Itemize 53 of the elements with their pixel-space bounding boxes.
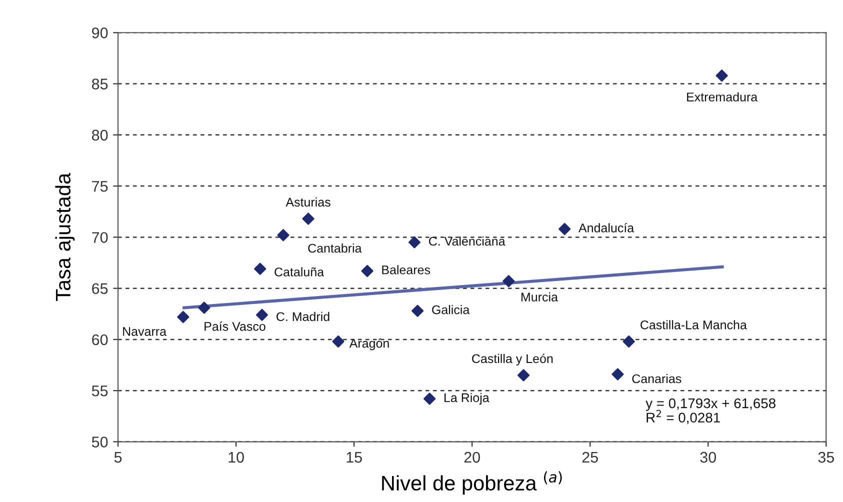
- x-tick-label: 25: [582, 452, 598, 463]
- x-tick-label: 15: [346, 452, 362, 463]
- annotation: Cataluña: [274, 267, 324, 276]
- point: [361, 264, 374, 278]
- y-tick-label: 65: [92, 283, 108, 294]
- annotation: Castilla y León: [472, 354, 553, 366]
- y-tick-label: 75: [92, 181, 108, 192]
- point: [408, 236, 421, 248]
- annotation: Galicia: [432, 305, 470, 314]
- point: [277, 229, 290, 242]
- x-tick-label: 35: [818, 452, 834, 463]
- point: [716, 70, 728, 82]
- y-tick-label: 60: [92, 334, 108, 346]
- x-tick-label: 20: [464, 452, 480, 463]
- point: [332, 335, 344, 348]
- point: [424, 392, 436, 405]
- y-tick-label: 55: [92, 386, 108, 396]
- y-tick-label: 90: [92, 28, 108, 38]
- y-tick-label: 80: [92, 130, 108, 141]
- point: [198, 302, 210, 314]
- annotation: Asturias: [286, 197, 330, 207]
- point: [256, 308, 268, 322]
- point: [517, 369, 530, 382]
- point: [177, 310, 190, 324]
- annotation: Baleares: [382, 265, 430, 274]
- annotation: Murcia: [521, 292, 558, 302]
- y-tick-label: 50: [92, 436, 108, 448]
- point: [302, 212, 314, 225]
- x-tick-label: 10: [228, 452, 244, 463]
- annotation: País Vasco: [204, 322, 266, 331]
- point: [411, 304, 424, 317]
- x-tick-label: 5: [114, 452, 122, 463]
- annotation: C. Valenciana: [429, 236, 506, 246]
- annotation: Canarias: [632, 374, 682, 384]
- y-axis-title: Tasa ajustada: [55, 172, 75, 301]
- annotation: Andalucía: [578, 223, 634, 232]
- y-tick-label: 70: [92, 232, 108, 243]
- point: [622, 335, 635, 348]
- x-axis-title: Nivel de pobreza $^{(a)}$: [382, 471, 562, 495]
- annotation: C. Madrid: [276, 312, 330, 322]
- y-tick-label: 85: [92, 78, 108, 90]
- annotation: La Rioja: [444, 392, 490, 405]
- annotation: Castilla-La Mancha: [640, 320, 747, 330]
- annotation: Cantabria: [308, 243, 362, 253]
- annotation: y = 0,1793x + 61,658 R$^{2}$ = 0,0281: [646, 398, 776, 424]
- point: [254, 262, 266, 275]
- point: [558, 222, 571, 236]
- annotation: Navarra: [123, 327, 167, 336]
- point: [502, 275, 515, 288]
- annotation: Extremadura: [687, 92, 758, 102]
- x-tick-label: 30: [700, 452, 716, 463]
- annotation: Aragón: [349, 338, 389, 350]
- point: [612, 368, 624, 380]
